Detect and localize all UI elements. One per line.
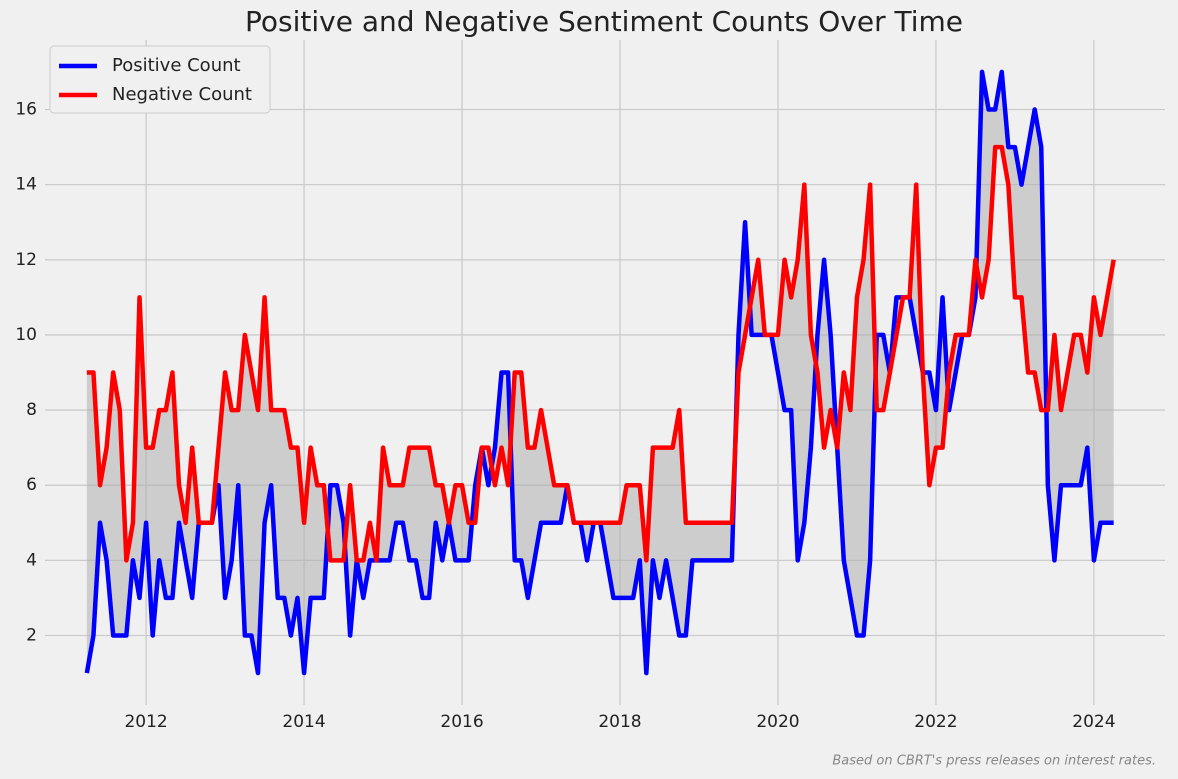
x-tick-label: 2018 bbox=[598, 712, 641, 732]
y-tick-label: 6 bbox=[26, 475, 37, 495]
chart-title: Positive and Negative Sentiment Counts O… bbox=[245, 5, 963, 38]
y-tick-label: 2 bbox=[26, 625, 37, 645]
y-tick-label: 4 bbox=[26, 550, 37, 570]
annotation: Based on CBRT's press releases on intere… bbox=[832, 754, 1156, 769]
x-tick-label: 2020 bbox=[756, 712, 799, 732]
legend-label: Positive Count bbox=[112, 55, 241, 76]
x-tick-label: 2014 bbox=[282, 712, 325, 732]
x-tick-label: 2012 bbox=[124, 712, 167, 732]
legend-label: Negative Count bbox=[112, 84, 252, 105]
y-tick-label: 12 bbox=[15, 250, 37, 270]
y-tick-label: 14 bbox=[15, 175, 37, 195]
x-tick-label: 2024 bbox=[1072, 712, 1115, 732]
legend: Positive Count Negative Count bbox=[49, 45, 271, 114]
legend-box bbox=[49, 45, 271, 114]
y-tick-label: 16 bbox=[15, 100, 37, 120]
series-line bbox=[86, 144, 1116, 563]
x-tick-label: 2022 bbox=[914, 712, 957, 732]
plot-area bbox=[84, 69, 1116, 676]
x-tick-label: 2016 bbox=[440, 712, 483, 732]
y-tick-label: 10 bbox=[15, 325, 37, 345]
y-tick-label: 8 bbox=[26, 400, 37, 420]
